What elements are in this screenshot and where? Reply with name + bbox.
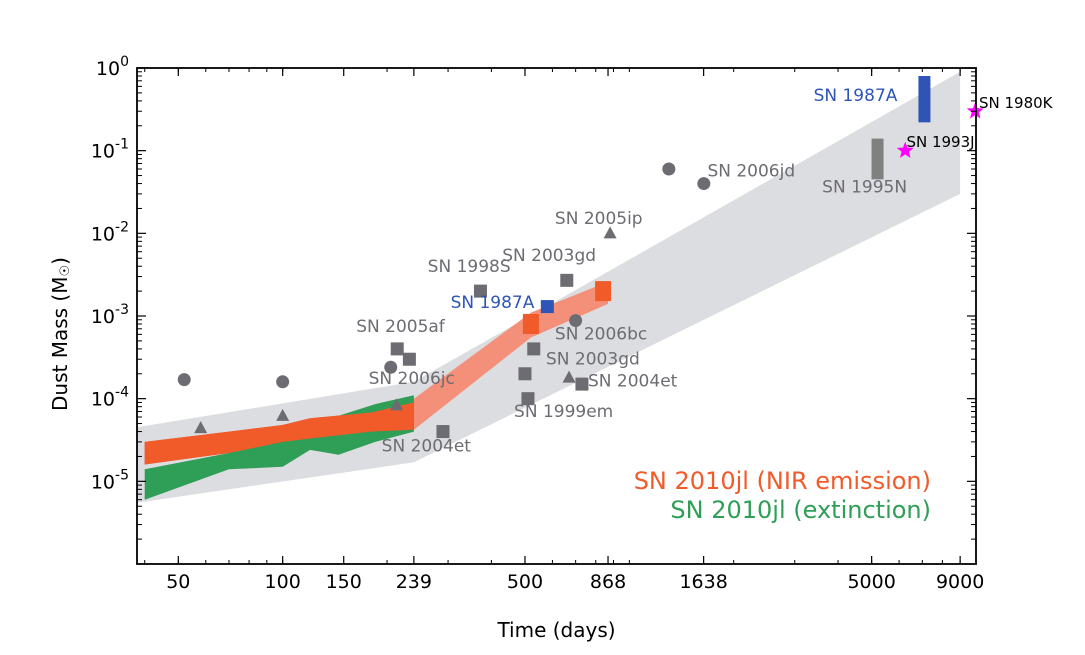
annotation-label-2: SN 2003gd [502, 246, 596, 266]
square-point-17 [527, 342, 541, 356]
y-axis-title: Dust Mass (M☉) [48, 257, 73, 411]
x-tick-label-0: 50 [166, 571, 190, 593]
legend: SN 2010jl (NIR emission)SN 2010jl (extin… [634, 467, 931, 524]
annotation-label-6: SN 2006bc [555, 324, 647, 344]
x-tick-label-6: 1638 [679, 571, 727, 593]
circle-point-4 [662, 162, 676, 176]
circle-point-3 [569, 314, 583, 328]
legend-entry-1: SN 2010jl (extinction) [670, 496, 931, 524]
circle-point-0 [177, 373, 191, 387]
triangle-point-8 [390, 398, 404, 411]
annotation-label-4: SN 1987A [451, 293, 535, 313]
annotation-label-0: SN 2006jd [707, 161, 795, 181]
nir-emission-band [144, 402, 414, 465]
y-tick-label-2: 10-3 [91, 302, 129, 328]
annotation-label-10: SN 1999em [514, 402, 613, 422]
square-point-20 [540, 300, 554, 314]
annotation-label-3: SN 1998S [428, 257, 511, 277]
triangle-point-10 [603, 226, 617, 239]
nir-square-0 [522, 314, 539, 335]
annotation-label-1: SN 2005ip [555, 209, 643, 229]
annotation-label-9: SN 2004et [588, 372, 678, 392]
circle-point-2 [384, 360, 398, 374]
annotation-label-12: SN 1995N [822, 178, 907, 198]
annotation-label-15: SN 1980K [979, 94, 1054, 112]
y-tick-label-0: 10-5 [91, 467, 129, 493]
triangle-point-6 [194, 421, 208, 434]
square-point-19 [575, 377, 589, 391]
range-bar-1 [918, 76, 931, 123]
circle-point-1 [276, 375, 290, 389]
square-point-12 [402, 352, 416, 366]
square-point-11 [390, 342, 404, 356]
x-tick-label-1: 100 [265, 571, 301, 593]
star-point-21 [896, 141, 914, 158]
circle-point-5 [697, 177, 711, 191]
range-bar-0 [871, 138, 884, 180]
square-point-15 [518, 367, 532, 381]
y-tick-label-3: 10-2 [91, 219, 129, 245]
annotation-label-8: SN 2006jc [369, 369, 455, 389]
square-point-18 [560, 273, 574, 287]
x-tick-label-2: 150 [326, 571, 362, 593]
axes: 50 100 150 239 500 868 1638 5000 9000 10-5 10-4 10-… [91, 54, 984, 593]
triangle-point-9 [562, 370, 576, 383]
y-tick-label-4: 10-1 [91, 137, 129, 163]
annotation-label-13: SN 1987A [814, 86, 898, 106]
y-tick-label-1: 10-4 [91, 385, 129, 411]
series-band-1 [413, 281, 608, 430]
y-tick-label-5: 100 [96, 54, 129, 80]
square-point-13 [436, 425, 450, 439]
x-axis-title: Time (days) [496, 618, 615, 642]
annotation-label-14: SN 1993J [906, 133, 974, 151]
triangle-point-7 [276, 408, 290, 421]
x-tick-label-7: 5000 [847, 571, 895, 593]
annotation-label-5: SN 2005af [356, 317, 446, 337]
legend-entry-0: SN 2010jl (NIR emission) [634, 467, 931, 495]
annotation-label-7: SN 2003gd [546, 349, 640, 369]
x-tick-label-4: 500 [507, 571, 543, 593]
nir-square-1 [595, 281, 612, 302]
square-point-14 [473, 284, 487, 298]
x-tick-label-5: 868 [590, 571, 626, 593]
square-point-16 [521, 392, 535, 406]
annotation-label-11: SN 2004et [382, 436, 472, 456]
x-tick-label-8: 9000 [936, 571, 984, 593]
x-tick-label-3: 239 [396, 571, 432, 593]
trend-band [137, 71, 961, 503]
